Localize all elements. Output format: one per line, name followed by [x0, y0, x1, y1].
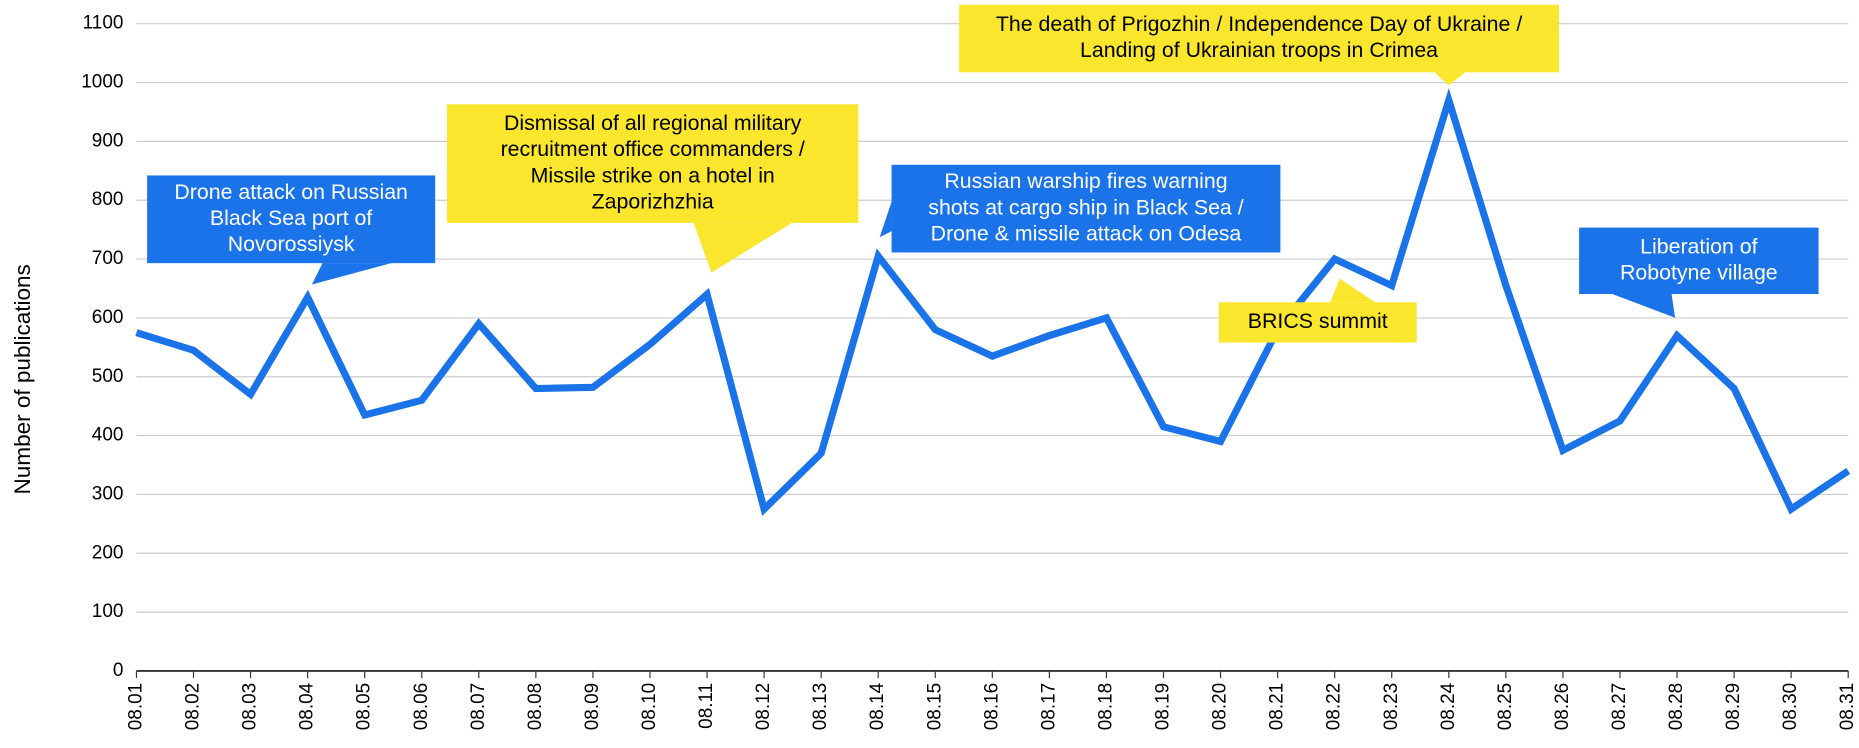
- annotation-text: Zaporizhzhia: [592, 189, 714, 213]
- annotation-text: recruitment office commanders /: [501, 137, 805, 161]
- x-tick-label: 08.25: [1495, 683, 1516, 730]
- y-tick-label: 500: [92, 366, 124, 387]
- annotation-text: Russian warship fires warning: [944, 169, 1227, 193]
- x-tick-label: 08.17: [1038, 683, 1059, 730]
- annotation-text: The death of Prigozhin / Independence Da…: [996, 12, 1522, 36]
- x-tick-label: 08.21: [1267, 683, 1288, 730]
- annotation-box: [147, 175, 436, 264]
- y-tick-label: 1000: [81, 72, 123, 93]
- x-tick-label: 08.01: [125, 683, 146, 730]
- y-tick-label: 400: [92, 425, 124, 446]
- annotation-pointer: [1434, 72, 1466, 86]
- annotation-text: Liberation of: [1640, 234, 1757, 258]
- annotation-pointer: [1612, 293, 1676, 318]
- y-tick-label: 100: [92, 601, 124, 622]
- x-tick-label: 08.08: [525, 683, 546, 730]
- y-tick-label: 900: [92, 130, 124, 151]
- annotation-pointer: [311, 263, 392, 285]
- x-tick-label: 08.19: [1153, 683, 1174, 730]
- x-tick-label: 08.03: [240, 683, 261, 730]
- x-tick-label: 08.11: [696, 683, 717, 729]
- y-tick-label: 0: [113, 660, 124, 681]
- x-tick-label: 08.13: [810, 683, 831, 730]
- annotation-box: [959, 4, 1559, 73]
- x-tick-label: 08.28: [1666, 683, 1687, 730]
- annotation-text: shots at cargo ship in Black Sea /: [928, 195, 1243, 219]
- annotation: Dismissal of all regional militaryrecrui…: [447, 104, 859, 273]
- x-tick-label: 08.14: [867, 683, 888, 730]
- x-tick-label: 08.05: [354, 683, 375, 730]
- x-tick-label: 08.06: [411, 683, 432, 730]
- x-tick-label: 08.31: [1837, 683, 1858, 730]
- x-tick-label: 08.20: [1210, 683, 1231, 730]
- annotation-text: Missile strike on a hotel in: [531, 163, 775, 187]
- annotation-text: Dismissal of all regional military: [504, 111, 802, 135]
- annotation-box: [1579, 227, 1819, 294]
- x-tick-label: 08.09: [582, 683, 603, 730]
- y-tick-label: 800: [92, 189, 124, 210]
- x-tick-label: 08.30: [1780, 683, 1801, 730]
- annotation-text: Landing of Ukrainian troops in Crimea: [1080, 38, 1438, 62]
- annotation-text: Robotyne village: [1620, 260, 1778, 284]
- y-tick-label: 1100: [83, 13, 124, 34]
- y-axis-label: Number of publications: [10, 264, 35, 494]
- x-tick-label: 08.02: [183, 683, 204, 730]
- annotation-pointer: [879, 201, 892, 238]
- annotation: The death of Prigozhin / Independence Da…: [959, 4, 1559, 86]
- annotation-text: Black Sea port of: [210, 206, 372, 230]
- x-tick-label: 08.27: [1609, 683, 1630, 730]
- y-tick-label: 700: [92, 248, 124, 269]
- x-tick-label: 08.10: [639, 683, 660, 730]
- y-tick-label: 600: [92, 307, 124, 328]
- x-tick-label: 08.04: [297, 683, 318, 730]
- x-tick-label: 08.29: [1723, 683, 1744, 730]
- x-tick-label: 08.24: [1438, 683, 1459, 730]
- y-tick-label: 200: [92, 542, 124, 563]
- annotation-text: Drone attack on Russian: [174, 180, 408, 204]
- x-tick-label: 08.12: [753, 683, 774, 730]
- annotation-text: Novorossiysk: [228, 232, 355, 256]
- annotation: BRICS summit: [1218, 278, 1417, 343]
- x-tick-label: 08.22: [1324, 683, 1345, 730]
- annotation-box: [1218, 302, 1417, 343]
- x-tick-label: 08.15: [924, 683, 945, 730]
- x-tick-label: 08.18: [1095, 683, 1116, 730]
- annotation-pointer: [693, 222, 792, 273]
- x-tick-label: 08.26: [1552, 683, 1573, 730]
- x-tick-label: 08.07: [468, 683, 489, 730]
- annotation-text: Drone & missile attack on Odesa: [931, 221, 1242, 245]
- data-line: [135, 88, 1851, 516]
- annotation-text: BRICS summit: [1248, 309, 1388, 333]
- x-tick-label: 08.16: [981, 683, 1002, 730]
- x-tick-label: 08.23: [1381, 683, 1402, 730]
- annotation-pointer: [1330, 278, 1376, 303]
- y-tick-label: 300: [92, 483, 124, 504]
- annotation-box: [891, 164, 1281, 253]
- annotation-box: [447, 104, 859, 223]
